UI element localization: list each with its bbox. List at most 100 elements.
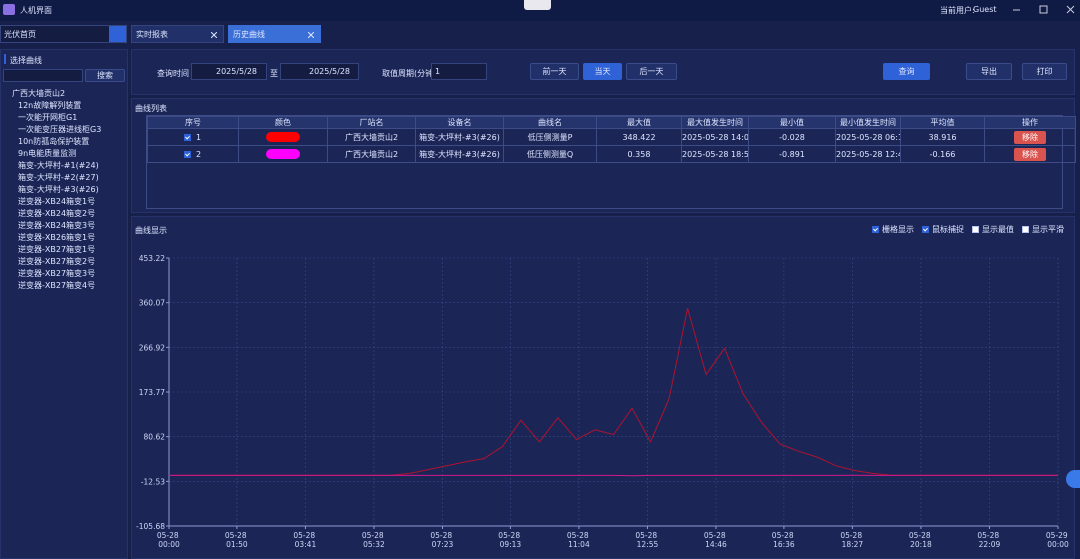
search-input[interactable] xyxy=(3,69,83,82)
period-select[interactable]: 1 xyxy=(431,63,487,80)
tree-item[interactable]: 逆变器-XB24箱变2号 xyxy=(18,209,96,218)
tree-item[interactable]: 10n防孤岛保护装置 xyxy=(18,137,90,146)
option[interactable]: 栅格显示 xyxy=(872,224,914,235)
tree-item[interactable]: 逆变器-XB27箱变3号 xyxy=(18,269,96,278)
cell: 2 xyxy=(147,145,239,163)
chart-panel: 曲线显示 栅格显示 鼠标捕捉 显示最值 显示平滑 xyxy=(131,216,1075,559)
start-date-text: 2025/5/28 xyxy=(216,67,258,76)
collapse-toggle[interactable] xyxy=(524,0,551,10)
table-frame: 序号 颜色 厂站名 设备名 曲线名 最大值 最大值发生时间 最小值 最小值发生时间 平均值 操作 1 广… xyxy=(146,115,1076,209)
header-cell: 操作 xyxy=(984,116,1076,129)
table-cell: 广西大墙贡山2 xyxy=(327,128,416,146)
row-number: 1 xyxy=(196,132,202,142)
tab-close[interactable] xyxy=(307,31,315,39)
tree-item[interactable]: 一次能变压器进线柜G3 xyxy=(18,125,102,134)
tab[interactable]: 实时报表 xyxy=(131,25,224,43)
x-tick-label: 05-28 18:27 xyxy=(840,531,864,549)
tree-item[interactable]: 逆变器-XB27箱变4号 xyxy=(18,281,96,290)
to-label: 至 xyxy=(270,69,278,78)
tree-item[interactable]: 12n故障解列装置 xyxy=(18,101,82,110)
y-tick-label: 360.07 xyxy=(139,299,165,308)
sidebar: 选择曲线 搜索 广西大墙贡山2 12n故障解列装置 一次能开网柜G1 一次能变压器进线… xyxy=(0,49,128,559)
tree-root: 广西大墙贡山2 xyxy=(12,89,66,98)
table-cell: -0.891 xyxy=(748,145,836,163)
tab-close[interactable] xyxy=(210,31,218,39)
tab-bar: 光伏首页 实时报表 历史曲线 xyxy=(0,21,1080,46)
x-tick-label: 05-29 00:00 xyxy=(1046,531,1070,549)
table-cell: 低压侧测量Q xyxy=(503,145,597,163)
cell: 移除 xyxy=(984,145,1076,163)
period-label: 取值周期(分钟) xyxy=(382,69,437,78)
export-button[interactable]: 导出 xyxy=(966,63,1012,80)
curve-table: 序号 颜色 厂站名 设备名 曲线名 最大值 最大值发生时间 最小值 最小值发生时间 平均值 操作 1 广… xyxy=(147,116,1076,163)
x-tick-label: 05-28 12:55 xyxy=(635,531,659,549)
search-query-button[interactable]: 查询 xyxy=(883,63,930,80)
option[interactable]: 显示最值 xyxy=(972,224,1014,235)
color-swatch xyxy=(266,149,300,159)
x-tick-label: 05-28 05:32 xyxy=(362,531,386,549)
table-cell: 38.916 xyxy=(900,128,985,146)
close[interactable] xyxy=(1066,5,1075,14)
table-cell: 2025-05-28 06:14 xyxy=(835,128,901,146)
tree-item[interactable]: 逆变器-XB26箱变1号 xyxy=(18,233,96,242)
tree-item[interactable]: 逆变器-XB24箱变1号 xyxy=(18,197,96,206)
x-tick-label: 05-28 03:41 xyxy=(293,531,317,549)
tree-item[interactable]: 箱变-大坪村-#2(#27) xyxy=(18,173,99,182)
x-tick-label: 05-28 14:46 xyxy=(704,531,728,549)
start-date[interactable]: 2025/5/28 xyxy=(191,63,267,80)
remove-button[interactable]: 移除 xyxy=(1014,147,1046,161)
page-select-text: 光伏首页 xyxy=(4,29,36,39)
remove-button[interactable]: 移除 xyxy=(1014,130,1046,144)
table-cell: 广西大墙贡山2 xyxy=(327,145,416,163)
table-cell: -0.028 xyxy=(748,128,836,146)
option-label: 显示最值 xyxy=(982,225,1014,234)
y-tick-label: 453.22 xyxy=(139,254,165,263)
app-title: 人机界面 xyxy=(20,6,52,15)
table-cell: -0.166 xyxy=(900,145,985,163)
option-checkbox xyxy=(872,226,879,233)
device-tree: 广西大墙贡山2 12n故障解列装置 一次能开网柜G1 一次能变压器进线柜G3 10n防孤… xyxy=(4,88,128,292)
close-icon xyxy=(210,31,218,39)
query-bar: 查询时间 2025/5/28 至 2025/5/28 取值周期(分钟) 1 前一… xyxy=(131,49,1075,95)
curve-list-title: 曲线列表 xyxy=(135,104,167,113)
cell: 1 xyxy=(147,128,239,146)
period-value: 1 xyxy=(435,67,441,76)
tab[interactable]: 历史曲线 xyxy=(228,25,321,43)
today-button[interactable]: 当天 xyxy=(583,63,622,80)
x-tick-label: 05-28 00:00 xyxy=(157,531,181,549)
y-tick-label: 266.92 xyxy=(139,343,165,352)
row-checkbox xyxy=(184,150,191,158)
user-name: Guest xyxy=(973,5,997,14)
page-select[interactable]: 光伏首页 xyxy=(0,25,127,43)
tree-item[interactable]: 箱变-大坪村-#1(#24) xyxy=(18,161,99,170)
print-button[interactable]: 打印 xyxy=(1022,63,1067,80)
prev-day-text: 前一天 xyxy=(542,67,567,76)
y-tick-label: -12.53 xyxy=(141,477,165,486)
header-row: 序号 颜色 厂站名 设备名 曲线名 最大值 最大值发生时间 最小值 最小值发生时间 平均值 操作 xyxy=(147,116,1076,129)
option[interactable]: 显示平滑 xyxy=(1022,224,1064,235)
tree-item[interactable]: 箱变-大坪村-#3(#26) xyxy=(18,185,99,194)
maximize[interactable] xyxy=(1039,5,1048,14)
x-tick-label: 05-28 01:50 xyxy=(225,531,249,549)
side-expand[interactable] xyxy=(1066,470,1080,488)
prev-day-button[interactable]: 前一天 xyxy=(530,63,579,80)
table-cell: 2025-05-28 18:52 xyxy=(681,145,749,163)
tree-item[interactable]: 逆变器-XB27箱变2号 xyxy=(18,257,96,266)
option-label: 鼠标捕捉 xyxy=(932,225,964,234)
color-swatch xyxy=(266,132,300,142)
tree-item[interactable]: 逆变器-XB24箱变3号 xyxy=(18,221,96,230)
tree-item[interactable]: 9n电能质量监测 xyxy=(18,149,77,158)
search-button[interactable]: 搜索 xyxy=(85,69,125,82)
tree-item[interactable]: 逆变器-XB27箱变1号 xyxy=(18,245,96,254)
header-cell: 最大值 xyxy=(596,116,682,129)
today-text: 当天 xyxy=(594,67,611,76)
app-icon xyxy=(3,4,15,15)
table-cell: 348.422 xyxy=(596,128,682,146)
next-day-button[interactable]: 后一天 xyxy=(626,63,677,80)
option[interactable]: 鼠标捕捉 xyxy=(922,224,964,235)
tree-item[interactable]: 一次能开网柜G1 xyxy=(18,113,78,122)
chart-title: 曲线显示 xyxy=(135,226,167,235)
table-cell: 低压侧测量P xyxy=(503,128,597,146)
search-query-text: 查询 xyxy=(898,67,915,76)
end-date[interactable]: 2025/5/28 xyxy=(280,63,359,80)
